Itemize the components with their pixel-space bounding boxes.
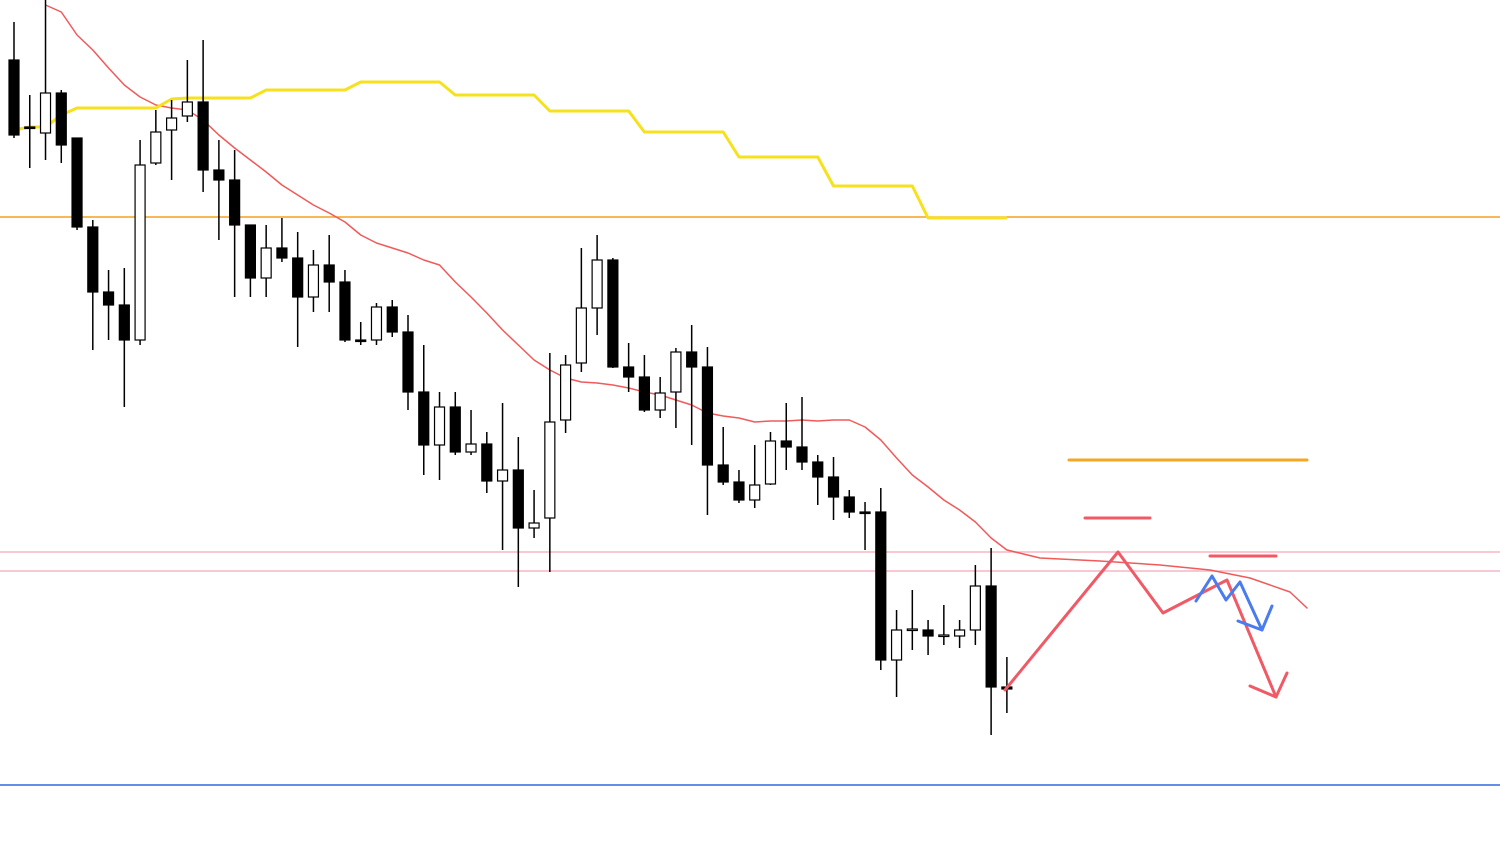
candle-body: [953, 629, 966, 637]
candle-body: [796, 446, 808, 463]
candle-body: [55, 92, 67, 146]
candle-body: [355, 339, 367, 343]
candle-body: [39, 92, 52, 134]
candle-body: [118, 304, 130, 341]
candle-body: [197, 101, 209, 171]
candle-body: [418, 391, 430, 446]
candle-body: [87, 226, 99, 293]
candle-body: [654, 392, 666, 411]
scenario-path: [1194, 574, 1264, 632]
candle-body: [764, 440, 777, 485]
candle-body: [8, 59, 20, 136]
candle-body: [244, 224, 256, 279]
candle-body: [780, 440, 792, 448]
candle-body: [607, 259, 619, 368]
candle-body: [922, 629, 934, 637]
candle-body: [481, 443, 493, 482]
candle-body: [150, 131, 162, 164]
candle-body: [292, 257, 304, 298]
candle-body: [938, 634, 950, 638]
candle-body: [512, 469, 524, 529]
candles: [8, 0, 1013, 735]
candle-body: [449, 406, 461, 453]
candle-body: [402, 331, 414, 393]
drawings: [1003, 458, 1309, 699]
candle-body: [213, 169, 225, 181]
candle-body: [181, 101, 193, 117]
candle-body: [433, 406, 446, 446]
candle-body: [260, 247, 272, 279]
candle-body: [386, 306, 398, 333]
candle-body: [307, 264, 320, 298]
candle-body: [544, 421, 556, 519]
candle-body: [875, 511, 887, 661]
candle-body: [370, 306, 383, 341]
indicator-lines: [13, 4, 1008, 551]
candle-body: [906, 628, 918, 632]
candle-body: [102, 291, 115, 306]
candle-body: [733, 481, 745, 501]
candle-body: [24, 126, 36, 130]
candle-body: [465, 443, 477, 453]
levels: [0, 216, 1500, 786]
projection-curve: [1006, 549, 1308, 609]
candle-body: [890, 629, 903, 661]
scenario-path: [1003, 550, 1278, 699]
candle-body: [985, 585, 997, 688]
candle-body: [134, 164, 146, 341]
candle-body: [623, 366, 635, 378]
arrow-head: [1236, 604, 1274, 632]
candle-body: [575, 307, 587, 364]
candle-body: [638, 376, 651, 411]
candle-body: [827, 476, 840, 498]
candle-body: [71, 137, 83, 228]
candle-body: [859, 511, 871, 515]
candle-body: [339, 281, 351, 341]
candle-body: [749, 484, 761, 501]
candle-body: [323, 264, 335, 283]
arrow-head: [1248, 671, 1289, 699]
candle-body: [812, 461, 824, 478]
candle-body: [166, 117, 178, 131]
candle-body: [686, 351, 698, 368]
indicator-line: [13, 80, 1007, 220]
candle-body: [276, 247, 288, 259]
indicator-line: [45, 4, 1008, 551]
candle-body: [496, 469, 509, 482]
candle-body: [701, 366, 714, 466]
candle-body: [229, 179, 241, 226]
candle-body: [670, 351, 682, 393]
candle-body: [559, 364, 572, 421]
candle-body: [528, 522, 540, 529]
candle-body: [591, 259, 603, 309]
candle-body: [717, 464, 729, 483]
candle-body: [969, 585, 981, 631]
candle-body: [843, 496, 855, 513]
